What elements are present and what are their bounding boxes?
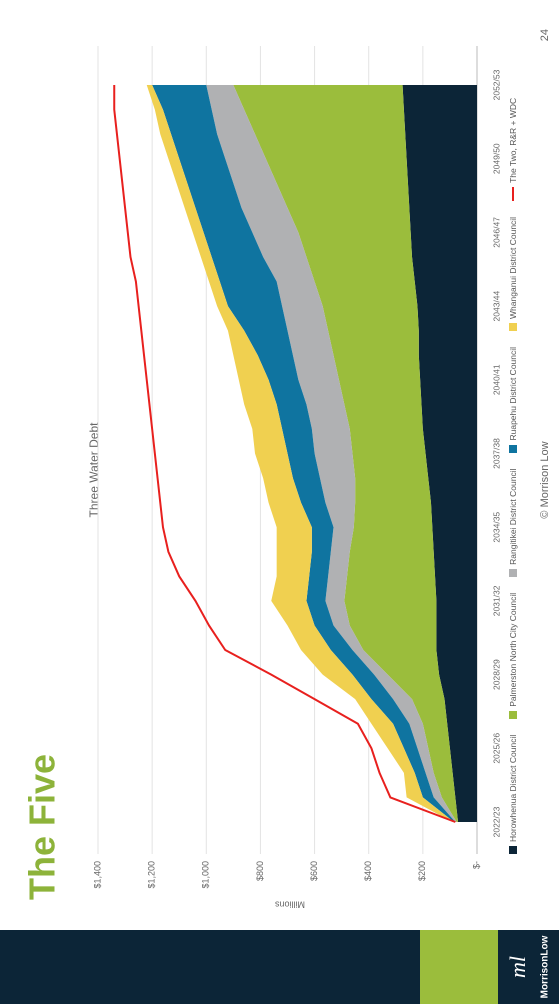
area [233,85,459,822]
legend-item: Palmerston North City Council [508,593,518,719]
legend-item: Ruapehu District Council [508,347,518,453]
logo-mark: ml [505,956,530,978]
x-tick-label: 2034/35 [491,512,501,543]
legend-swatch [509,568,517,577]
slide-title: The Five [22,754,63,900]
legend-label: Rangitikei District Council [508,468,518,565]
sidebar-accent [420,930,498,1004]
page-number: 24 [539,29,551,41]
legend-label: The Two, R&R + WDC [508,97,518,183]
y-tick-label: $1,000 [201,861,211,889]
x-tick-label: 2052/53 [491,69,501,100]
legend-label: Ruapehu District Council [508,346,518,441]
x-tick-label: 2043/44 [491,290,501,321]
legend-label: Whanganui District Council [508,216,518,319]
area [146,85,454,822]
chart-title: Three Water Debt [87,422,101,518]
area [152,85,456,822]
y-tick-label: $1,400 [92,861,102,889]
legend-item: Whanganui District Council [508,217,518,331]
x-tick-label: 2028/29 [491,659,501,690]
legend-label: Horowhenua District Council [508,734,518,842]
footer: © Morrison Low [539,441,551,518]
legend-item: Rangitikei District Council [508,469,518,577]
legend-swatch [512,186,514,201]
x-tick-label: 2046/47 [491,217,501,248]
legend-item: Horowhenua District Council [508,735,518,854]
legend-swatch [509,322,517,331]
legend: Horowhenua District Council Palmerston No… [508,24,518,854]
y-axis-label: Millions [275,900,306,910]
y-tick-label: $- [471,861,481,869]
legend-item: The Two, R&R + WDC [508,98,518,201]
legend-swatch [509,710,517,719]
x-tick-label: 2022/23 [491,806,501,837]
logo-text: MorrisonLow [540,935,551,998]
sidebar [0,930,559,1004]
x-tick-label: 2040/41 [491,364,501,395]
y-tick-label: $400 [363,861,373,881]
area [402,85,477,822]
legend-swatch [509,846,517,854]
y-tick-label: $600 [309,861,319,881]
x-tick-label: 2049/50 [491,143,501,174]
y-tick-label: $200 [417,861,427,881]
x-tick-label: 2037/38 [491,438,501,469]
area [206,85,457,822]
line [113,85,456,823]
legend-label: Palmerston North City Council [508,592,518,707]
legend-swatch [509,444,517,453]
x-tick-label: 2025/26 [491,733,501,764]
y-tick-label: $800 [255,861,265,881]
x-tick-label: 2031/32 [491,585,501,616]
y-tick-label: $1,200 [147,861,157,889]
